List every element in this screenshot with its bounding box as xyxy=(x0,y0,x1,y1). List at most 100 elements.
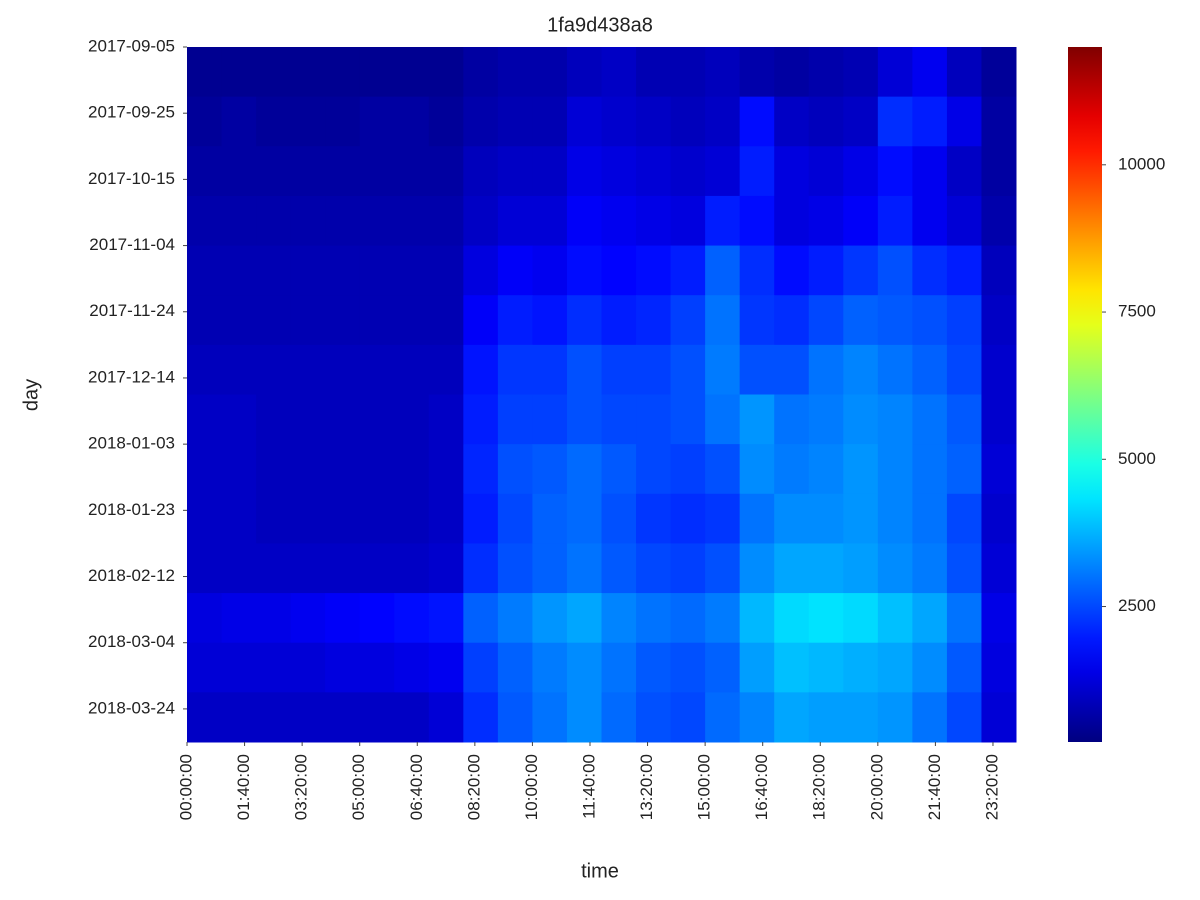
heatmap-cell xyxy=(221,593,257,644)
heatmap-cell xyxy=(394,394,430,445)
heatmap-cell xyxy=(981,692,1017,743)
heatmap-cell xyxy=(636,642,672,693)
heatmap-cell xyxy=(290,692,326,743)
heatmap-cell xyxy=(290,47,326,98)
heatmap-cell xyxy=(187,295,223,346)
heatmap-cell xyxy=(428,394,464,445)
heatmap-cell xyxy=(601,444,637,495)
heatmap-cell xyxy=(394,245,430,296)
heatmap-cell xyxy=(912,642,948,693)
heatmap-cell xyxy=(946,692,982,743)
heatmap-cell xyxy=(359,47,395,98)
heatmap-cell xyxy=(566,543,602,594)
x-tick-label: 03:20:00 xyxy=(292,754,311,820)
heatmap-cell xyxy=(981,344,1017,395)
chart-title: 1fa9d438a8 xyxy=(547,14,653,36)
y-tick-label: 2017-09-25 xyxy=(88,103,175,122)
heatmap-cell xyxy=(843,295,879,346)
heatmap-cell xyxy=(566,195,602,247)
heatmap-cell xyxy=(705,642,741,693)
heatmap-cell xyxy=(946,444,982,495)
x-tick-label: 11:40:00 xyxy=(579,754,598,819)
heatmap-cell xyxy=(463,692,499,743)
heatmap-cell xyxy=(774,543,810,594)
heatmap-cell xyxy=(256,344,292,395)
heatmap-cell xyxy=(532,344,568,395)
heatmap-cell xyxy=(566,245,602,296)
heatmap-cell xyxy=(843,245,879,296)
heatmap-cell xyxy=(946,195,982,247)
x-tick-label: 05:00:00 xyxy=(349,754,368,820)
heatmap-cell xyxy=(497,47,533,98)
heatmap-cell xyxy=(394,642,430,693)
x-tick-label: 21:40:00 xyxy=(925,754,944,820)
heatmap-cell xyxy=(774,245,810,296)
heatmap-cell xyxy=(705,394,741,445)
heatmap-cell xyxy=(670,195,706,247)
heatmap-cell xyxy=(325,195,361,247)
heatmap-cell xyxy=(497,493,533,544)
heatmap-cell xyxy=(601,146,637,197)
heatmap-cell xyxy=(325,295,361,346)
heatmap-cell xyxy=(359,543,395,594)
x-tick-label: 18:20:00 xyxy=(810,754,829,820)
heatmap-cell xyxy=(774,394,810,445)
heatmap-cell xyxy=(808,195,844,247)
heatmap-cell xyxy=(670,245,706,296)
heatmap-cell xyxy=(981,493,1017,544)
heatmap-cell xyxy=(187,146,223,197)
heatmap-cell xyxy=(843,444,879,495)
heatmap-cell xyxy=(221,444,257,495)
heatmap-cell xyxy=(946,245,982,296)
heatmap-cell xyxy=(877,444,913,495)
heatmap-cell xyxy=(877,344,913,395)
heatmap-cell xyxy=(325,543,361,594)
heatmap-cell xyxy=(394,96,430,147)
y-tick-label: 2017-11-04 xyxy=(89,235,175,254)
heatmap-cell xyxy=(566,96,602,147)
heatmap-cell xyxy=(532,146,568,197)
heatmap-cell xyxy=(601,295,637,346)
heatmap-cell xyxy=(532,47,568,98)
heatmap-cell xyxy=(463,344,499,395)
heatmap-cell xyxy=(497,394,533,445)
heatmap-cell xyxy=(290,444,326,495)
heatmap-cell xyxy=(981,295,1017,346)
heatmap-cell xyxy=(601,195,637,247)
heatmap-cell xyxy=(670,146,706,197)
heatmap-cell xyxy=(256,642,292,693)
heatmap-cell xyxy=(497,146,533,197)
x-tick-label: 01:40:00 xyxy=(234,754,253,820)
heatmap-cell xyxy=(359,295,395,346)
heatmap-cell xyxy=(877,146,913,197)
heatmap-cell xyxy=(532,593,568,644)
heatmap-cell xyxy=(774,642,810,693)
heatmap-cell xyxy=(670,295,706,346)
heatmap-cell xyxy=(359,394,395,445)
x-axis-label: time xyxy=(581,860,619,882)
heatmap-cell xyxy=(497,692,533,743)
heatmap-cell xyxy=(946,593,982,644)
heatmap-cell xyxy=(946,543,982,594)
heatmap-cell xyxy=(566,444,602,495)
heatmap-cell xyxy=(774,195,810,247)
heatmap-cell xyxy=(256,593,292,644)
heatmap-cell xyxy=(912,344,948,395)
heatmap-cell xyxy=(774,96,810,147)
heatmap-cell xyxy=(705,543,741,594)
heatmap-cell xyxy=(912,146,948,197)
heatmap-cell xyxy=(877,543,913,594)
heatmap-cell xyxy=(221,543,257,594)
heatmap-cell xyxy=(912,394,948,445)
heatmap-cell xyxy=(290,344,326,395)
heatmap-cell xyxy=(221,295,257,346)
heatmap-cell xyxy=(256,444,292,495)
heatmap-cell xyxy=(636,344,672,395)
heatmap-cell xyxy=(739,642,775,693)
heatmap-cell xyxy=(428,146,464,197)
heatmap-cell xyxy=(739,692,775,743)
heatmap-cell xyxy=(221,394,257,445)
colorbar-tick-label: 5000 xyxy=(1118,449,1156,468)
heatmap-cell xyxy=(877,245,913,296)
heatmap-cell xyxy=(256,394,292,445)
